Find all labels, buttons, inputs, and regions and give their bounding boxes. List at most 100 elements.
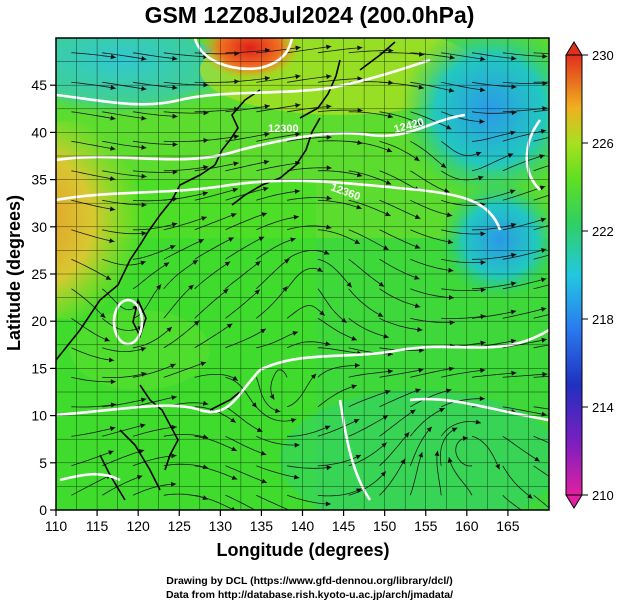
streamline-arrowhead [414, 303, 421, 309]
streamline-arrowhead [440, 162, 447, 168]
colorbar-label: 214 [592, 400, 614, 415]
streamline-arrowhead [444, 188, 450, 193]
streamline-arrowhead [378, 281, 385, 287]
streamline [502, 278, 547, 290]
streamline [379, 170, 420, 192]
streamline [348, 347, 394, 355]
streamline [225, 49, 271, 54]
streamline-arrowhead [539, 185, 546, 191]
streamline-arrowhead [451, 427, 458, 433]
credit-drawing: Drawing by DCL (https://www.gfd-dennou.o… [166, 575, 453, 587]
streamline [317, 288, 347, 324]
streamline-arrowhead [203, 165, 209, 170]
streamline [102, 111, 147, 120]
streamline-arrowhead [231, 506, 236, 510]
streamline [348, 258, 385, 287]
streamline-arrowhead [171, 453, 177, 459]
streamline-arrowhead [446, 124, 452, 130]
streamline [317, 170, 363, 177]
x-tick-label: 125 [168, 518, 192, 534]
streamline [533, 465, 549, 477]
x-tick-label: 140 [291, 518, 315, 534]
streamline [256, 133, 301, 142]
streamline [410, 367, 455, 378]
streamline-arrowhead [171, 395, 177, 401]
streamline-arrowhead [542, 371, 548, 377]
streamline [101, 475, 143, 496]
streamline [287, 425, 331, 437]
streamline-arrowhead [439, 408, 445, 413]
streamline [471, 131, 516, 142]
streamline [317, 317, 358, 341]
streamline [102, 372, 147, 378]
streamline [194, 494, 235, 510]
streamline [379, 229, 421, 249]
streamline-arrowhead [541, 307, 547, 312]
streamline-arrowhead [446, 212, 453, 218]
streamline [71, 229, 115, 242]
streamline [287, 465, 332, 469]
streamline [410, 288, 455, 299]
streamline [502, 406, 547, 416]
streamline [502, 81, 548, 84]
streamline [194, 188, 239, 201]
streamline [71, 258, 112, 281]
streamline [533, 494, 549, 509]
streamline-arrowhead [295, 132, 301, 137]
streamline-arrowhead [357, 76, 363, 82]
streamline [317, 229, 361, 245]
streamline [448, 457, 473, 496]
streamline [317, 418, 360, 437]
streamline-arrowhead [110, 115, 116, 121]
streamline [163, 192, 208, 201]
streamline-arrowhead [231, 446, 237, 451]
streamline-arrowhead [479, 87, 486, 93]
streamline [194, 162, 239, 172]
streamline [410, 81, 455, 92]
streamline-arrowhead [447, 239, 454, 245]
streamline [287, 46, 332, 54]
streamline [441, 52, 486, 60]
y-tick-label: 40 [31, 124, 47, 140]
streamline [317, 47, 363, 54]
colorbar: 230 226 222 218 214 210 [565, 41, 614, 509]
streamline-arrowhead [223, 288, 229, 294]
cool-east-region [400, 38, 549, 200]
streamline [317, 109, 363, 113]
streamline-arrowhead [172, 142, 178, 147]
streamline [163, 81, 209, 86]
streamline-arrowhead [105, 275, 112, 280]
streamline-arrowhead [202, 400, 209, 406]
x-axis: 110 115 120 125 130 135 140 145 150 155 160 165 [45, 510, 520, 534]
colorbar-label: 210 [592, 488, 614, 503]
streamline-arrowhead [110, 145, 116, 151]
streamline-arrowhead [326, 134, 332, 140]
streamline-arrowhead [475, 419, 481, 425]
streamline-arrowhead [170, 363, 176, 369]
streamline [71, 403, 117, 408]
streamline [471, 153, 514, 172]
streamline [225, 406, 263, 433]
streamline-arrowhead [232, 187, 238, 193]
streamline-arrowhead [282, 286, 288, 292]
streamline-arrowhead [193, 320, 200, 326]
streamline [502, 248, 547, 260]
streamline [102, 140, 147, 149]
x-tick-label: 110 [45, 518, 68, 534]
streamline-arrowhead [355, 454, 361, 460]
streamline-arrowhead [540, 217, 547, 223]
streamline [163, 463, 209, 469]
streamline-arrowhead [326, 104, 332, 110]
streamline-arrowhead [294, 189, 300, 194]
streamline [287, 105, 332, 113]
streamline [471, 52, 517, 60]
streamline-arrowhead [419, 51, 425, 57]
streamline [502, 218, 547, 231]
streamline-arrowhead [172, 85, 178, 90]
y-tick-label: 20 [31, 313, 47, 329]
streamline-arrowhead [511, 84, 517, 90]
streamline [379, 111, 423, 125]
streamline [471, 310, 517, 319]
streamline-arrowhead [263, 186, 269, 192]
